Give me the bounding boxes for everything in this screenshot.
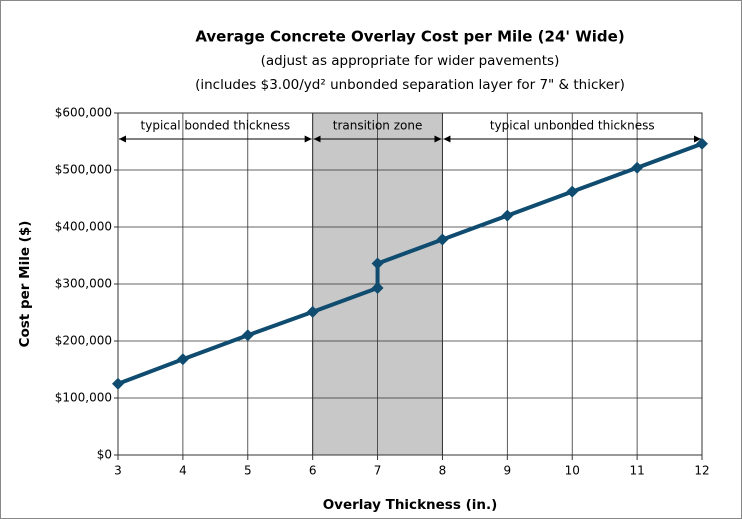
x-tick-label: 5 xyxy=(244,464,252,478)
y-tick-label: $600,000 xyxy=(55,106,112,120)
plot-border xyxy=(117,112,703,456)
data-point xyxy=(371,257,384,270)
y-tick-label: $100,000 xyxy=(55,391,112,405)
x-tick-label: 12 xyxy=(694,464,709,478)
data-point xyxy=(566,185,579,198)
x-tick-label: 7 xyxy=(374,464,382,478)
y-tick-label: $0 xyxy=(97,448,112,462)
x-tick-label: 10 xyxy=(565,464,580,478)
data-point xyxy=(501,209,514,222)
chart-title: Average Concrete Overlay Cost per Mile (… xyxy=(195,28,624,46)
x-tick-label: 11 xyxy=(629,464,644,478)
annotation: transition zone xyxy=(333,119,423,133)
annotation: typical bonded thickness xyxy=(141,119,291,133)
y-tick-label: $300,000 xyxy=(55,277,112,291)
data-point xyxy=(112,377,124,390)
subtitle: (adjust as appropriate for wider pavemen… xyxy=(261,53,560,69)
x-tick-label: 6 xyxy=(309,464,317,478)
annotation: typical unbonded thickness xyxy=(490,119,655,133)
data-point xyxy=(436,233,449,246)
data-point xyxy=(631,161,644,174)
y-tick-label: $400,000 xyxy=(55,220,112,234)
x-tick-label: 3 xyxy=(114,464,122,478)
data-point xyxy=(176,353,189,366)
y-tick-label: $200,000 xyxy=(55,334,112,348)
x-axis-label: Overlay Thickness (in.) xyxy=(323,497,498,513)
data-point xyxy=(696,137,708,150)
data-point xyxy=(371,281,384,294)
y-tick-label: $500,000 xyxy=(55,163,112,177)
data-point xyxy=(306,305,319,318)
x-tick-label: 9 xyxy=(504,464,512,478)
x-tick-label: 8 xyxy=(439,464,447,478)
x-tick-label: 4 xyxy=(179,464,187,478)
y-axis-label: Cost per Mile ($) xyxy=(17,221,33,348)
data-point xyxy=(241,329,254,342)
subtitle: (includes $3.00/yd² unbonded separation … xyxy=(195,77,625,93)
